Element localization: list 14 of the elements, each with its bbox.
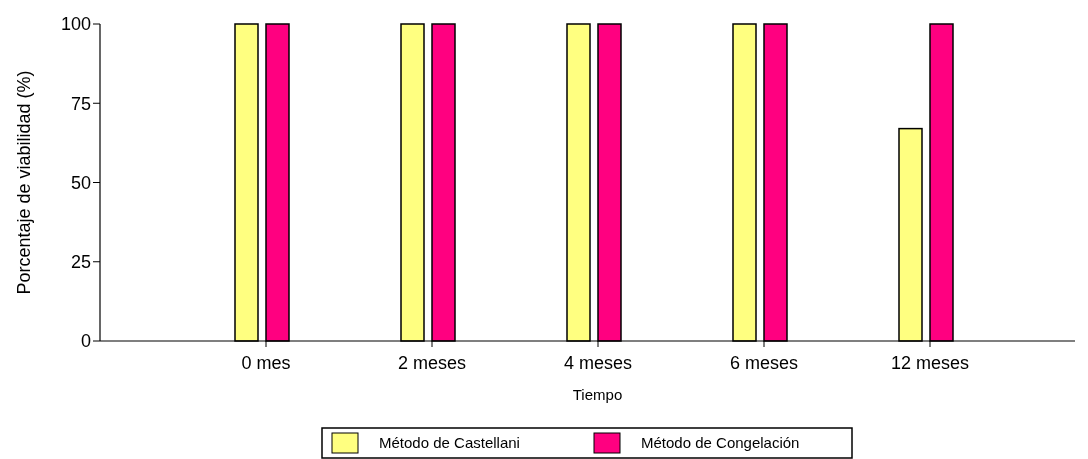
legend-label: Método de Congelación bbox=[641, 434, 800, 452]
y-tick-label: 50 bbox=[70, 172, 91, 193]
x-tick-label: 0 mes bbox=[241, 353, 291, 373]
x-axis-title: Tiempo bbox=[572, 386, 623, 403]
x-tick-label: 12 meses bbox=[890, 353, 970, 373]
x-tick-label: 2 meses bbox=[397, 353, 467, 373]
y-axis-title: Porcentaje de viabilidad (%) bbox=[14, 70, 34, 295]
x-tick-label: 6 meses bbox=[729, 353, 799, 373]
x-tick-label: 4 meses bbox=[563, 353, 633, 373]
y-tick-label: 75 bbox=[70, 93, 91, 114]
y-tick-label: 100 bbox=[60, 14, 91, 35]
y-tick-label: 0 bbox=[80, 331, 91, 352]
y-tick-label: 25 bbox=[70, 252, 91, 273]
legend-label: Método de Castellani bbox=[379, 434, 520, 452]
